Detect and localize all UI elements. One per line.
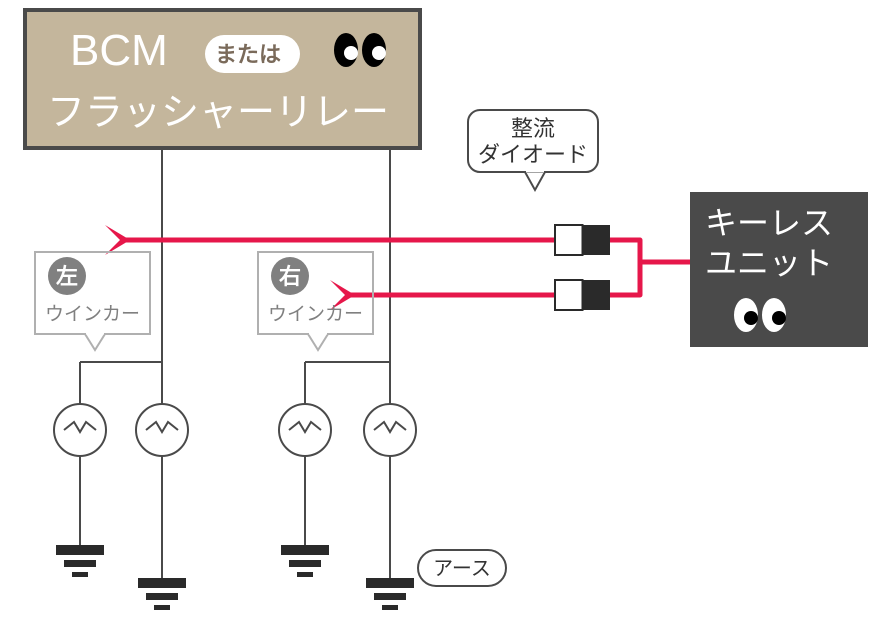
diagram-canvas: BCM またはフラッシャーリレーキーレスユニット 整流ダイオード左ウインカー 右ウイン… — [0, 0, 872, 619]
earth-label: アース — [433, 558, 491, 580]
diode-label-2: ダイオード — [478, 142, 588, 167]
left-winker-badge: 左 — [56, 264, 78, 289]
ground-2 — [281, 545, 329, 555]
diode-label-1: 整流 — [511, 116, 555, 141]
bulb-3 — [364, 404, 416, 456]
left-winker-text: ウインカー — [45, 304, 140, 325]
bcm-subtitle: フラッシャーリレー — [47, 92, 389, 134]
bulb-0 — [54, 404, 106, 456]
bcm-or-pill: または — [215, 42, 281, 67]
bulb-2 — [279, 404, 331, 456]
bcm-title: BCM — [70, 26, 168, 75]
ground-3 — [366, 578, 414, 588]
ground-1 — [138, 578, 186, 588]
ground-0 — [56, 545, 104, 555]
keyless-line1: キーレス — [705, 205, 833, 241]
right-winker-badge: 右 — [279, 264, 301, 289]
keyless-line2: ユニット — [705, 245, 833, 281]
bulb-1 — [136, 404, 188, 456]
right-winker-text: ウインカー — [268, 304, 363, 325]
